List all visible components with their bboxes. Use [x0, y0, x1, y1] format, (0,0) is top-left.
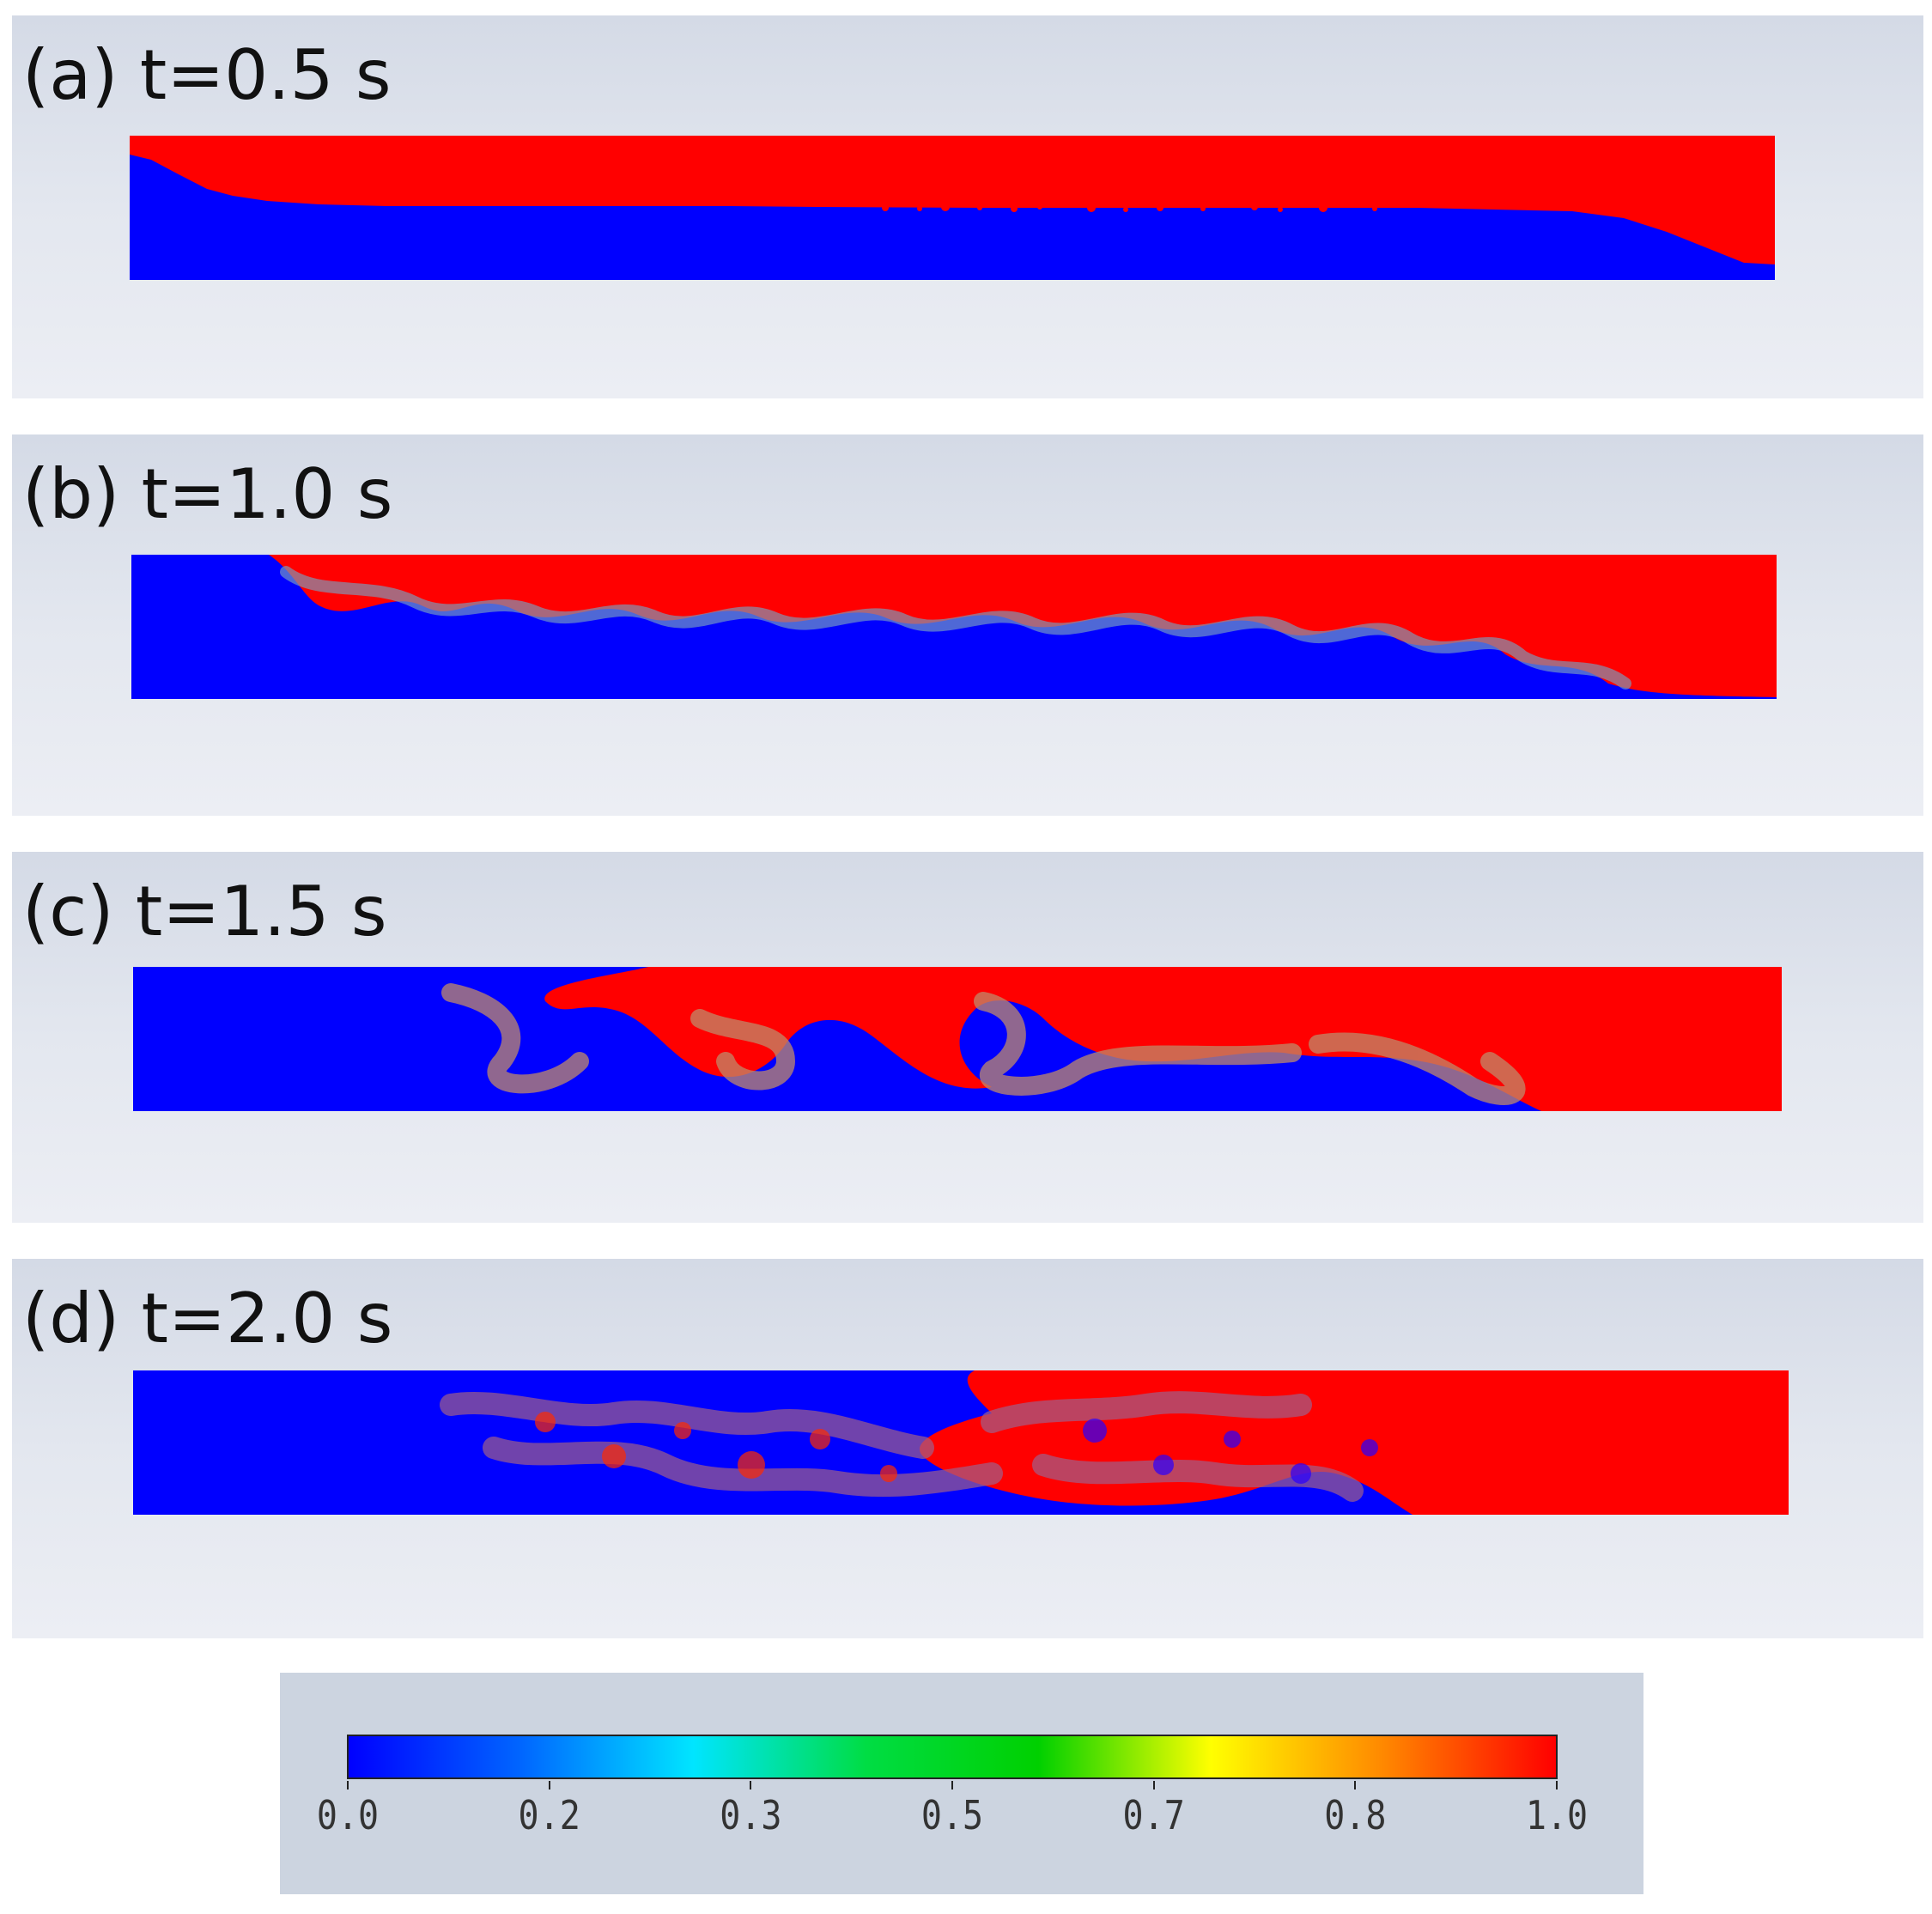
colorbar-gradient: [347, 1735, 1558, 1779]
mixing-spots-blue: [1083, 1419, 1378, 1484]
upper-phase: [544, 967, 1782, 1111]
colorbar-tick: [347, 1781, 349, 1789]
colorbar-legend: 0.0 0.2 0.3 0.5 0.7 0.8 1.0: [280, 1673, 1643, 1894]
colorbar-tick-label: 0.0: [316, 1793, 380, 1839]
volume-fraction-field: [133, 1370, 1789, 1515]
colorbar-tick-label: 0.7: [1122, 1793, 1185, 1839]
mixing-spots: [535, 1412, 897, 1482]
lower-phase: [130, 155, 1775, 280]
mixing-zone: [440, 1391, 1364, 1502]
colorbar-tick-label: 0.8: [1324, 1793, 1387, 1839]
mixing-vortices: [441, 983, 1526, 1105]
volume-fraction-field: [133, 967, 1782, 1111]
panel-b: (b) t=1.0 s: [12, 434, 1923, 816]
colorbar-tick-label: 0.3: [720, 1793, 782, 1839]
colorbar-tick: [1152, 1781, 1155, 1789]
panel-d: (d) t=2.0 s: [12, 1259, 1923, 1638]
colorbar-tick: [1354, 1781, 1357, 1789]
panel-c: (c) t=1.5 s: [12, 852, 1923, 1223]
colorbar-tick: [750, 1781, 752, 1789]
colorbar-tick-label: 0.2: [518, 1793, 580, 1839]
volume-fraction-field: [131, 555, 1777, 699]
colorbar-tick-label: 0.5: [920, 1793, 984, 1839]
panel-label: (c) t=1.5 s: [22, 872, 387, 951]
volume-fraction-field: [130, 136, 1775, 280]
panel-label: (a) t=0.5 s: [22, 35, 392, 115]
panel-label: (d) t=2.0 s: [22, 1279, 393, 1358]
colorbar-tick: [951, 1781, 953, 1789]
interface-ripples: [882, 203, 1377, 212]
colorbar-tick-label: 1.0: [1525, 1793, 1589, 1839]
panel-label: (b) t=1.0 s: [22, 454, 393, 534]
mixing-vortices: [280, 566, 1631, 690]
panel-a: (a) t=0.5 s: [12, 15, 1923, 398]
colorbar-tick: [1556, 1781, 1558, 1789]
colorbar-tick: [548, 1781, 550, 1789]
